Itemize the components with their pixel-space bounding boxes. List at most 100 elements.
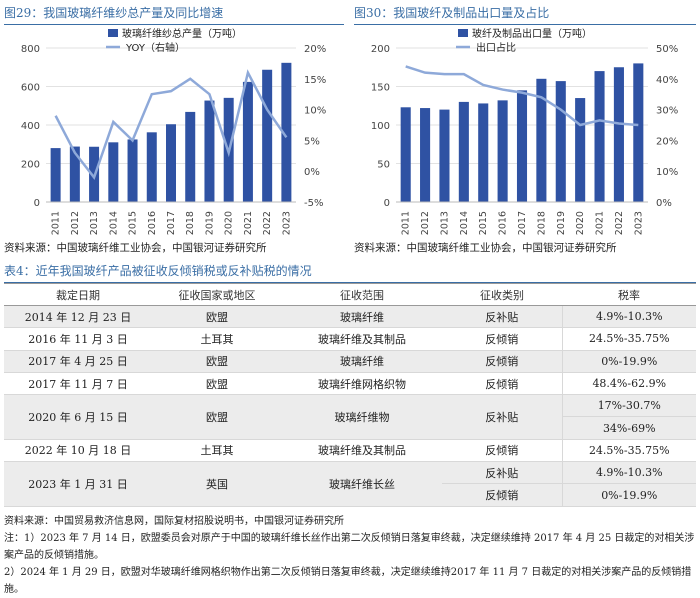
y-left-tick-label: 50 xyxy=(377,160,390,171)
rate-cell: 34%-69% xyxy=(561,416,696,440)
region-cell: 土耳其 xyxy=(152,439,282,463)
bar xyxy=(439,109,450,202)
y-right-tick-label: 10% xyxy=(656,167,678,178)
x-tick-label: 2016 xyxy=(498,211,509,235)
x-tick-label: 2014 xyxy=(459,211,470,235)
rate-cell: 0%-19.9% xyxy=(561,350,696,373)
date-cell: 2017 年 4 月 25 日 xyxy=(4,350,152,373)
y-right-tick-label: 10% xyxy=(304,106,326,117)
table-row: 34%-69% xyxy=(4,416,696,440)
x-tick-label: 2011 xyxy=(401,211,412,235)
notes-source: 资料来源：中国贸易救济信息网，国际复材招股说明书，中国银河证券研究所 xyxy=(4,516,344,527)
y-right-tick-label: 50% xyxy=(656,44,678,55)
x-tick-label: 2011 xyxy=(51,211,62,235)
bar xyxy=(497,100,508,202)
y-right-tick-label: 15% xyxy=(304,75,326,86)
table-header-row: 裁定日期 征收国家或地区 征收范围 征收类别 税率 xyxy=(4,283,696,306)
note-2: 2）2024 年 1 月 29 日，欧盟对华玻璃纤维网格织物作出第二次反倾销日落… xyxy=(4,567,692,595)
y-left-tick-label: 800 xyxy=(21,44,40,55)
x-tick-label: 2018 xyxy=(185,211,196,235)
bar xyxy=(204,100,215,202)
scope-cell: 玻璃纤维 xyxy=(282,305,442,329)
y-right-tick-label: 0% xyxy=(656,198,672,209)
bar xyxy=(50,148,61,202)
type-cell: 反补贴 xyxy=(442,394,562,440)
legend-line-label: YOY（右轴） xyxy=(125,41,185,54)
y-left-tick-label: 0 xyxy=(384,198,390,209)
scope-cell: 玻璃纤维网格织物 xyxy=(282,372,442,396)
bar xyxy=(185,111,196,202)
legend-bar-swatch xyxy=(108,29,118,37)
y-right-tick-label: -5% xyxy=(304,198,323,209)
x-tick-label: 2015 xyxy=(478,211,489,235)
x-tick-label: 2023 xyxy=(281,211,292,235)
x-tick-label: 2022 xyxy=(614,211,625,235)
bar xyxy=(108,142,119,202)
rate-cell: 0%-19.9% xyxy=(561,483,696,507)
x-tick-label: 2019 xyxy=(204,211,215,235)
bar xyxy=(478,103,489,202)
y-right-tick-label: 20% xyxy=(656,136,678,147)
x-tick-label: 2017 xyxy=(166,211,177,235)
figure-29-title: 图29：我国玻璃纤维纱总产量及同比增速 xyxy=(4,4,344,25)
y-left-tick-label: 100 xyxy=(371,121,390,132)
bar xyxy=(594,71,605,202)
y-left-tick-label: 600 xyxy=(21,83,40,94)
bar xyxy=(400,107,411,202)
type-cell: 反倾销 xyxy=(442,350,562,373)
y-left-tick-label: 0 xyxy=(34,198,40,209)
rate-cell: 48.4%-62.9% xyxy=(561,372,696,396)
x-tick-label: 2015 xyxy=(128,211,139,235)
series-line xyxy=(54,69,288,180)
bar xyxy=(555,81,566,202)
y-right-tick-label: 0% xyxy=(304,167,320,178)
x-tick-label: 2021 xyxy=(243,211,254,235)
note-1: 注：1）2023 年 7 月 14 日，欧盟委员会对原产于中国的玻璃纤维长丝作出… xyxy=(4,533,695,561)
header-type: 征收类别 xyxy=(442,283,562,306)
region-cell: 欧盟 xyxy=(152,305,282,329)
x-tick-label: 2021 xyxy=(595,211,606,235)
date-cell: 2014 年 12 月 23 日 xyxy=(4,305,152,329)
legend-bar-label: 玻璃纤维纱总产量（万吨） xyxy=(122,27,242,40)
figure-30-source: 资料来源：中国玻璃纤维工业协会，中国银河证券研究所 xyxy=(354,242,617,254)
date-cell: 2020 年 6 月 15 日 xyxy=(4,394,152,440)
y-left-tick-label: 150 xyxy=(371,83,390,94)
scope-cell: 玻璃纤维 xyxy=(282,350,442,373)
chart-glass-fiber-export: 0 50 100 150 200 0% 10% 20% 30% 40% 50% 2011 2012 201… xyxy=(371,27,678,235)
bar xyxy=(281,62,292,203)
x-tick-label: 2013 xyxy=(89,211,100,235)
figure-29-source: 资料来源：中国玻璃纤维工业协会，中国银河证券研究所 xyxy=(4,242,267,254)
date-cell: 2022 年 10 月 18 日 xyxy=(4,439,152,463)
bar xyxy=(575,98,586,202)
date-cell: 2016 年 11 月 3 日 xyxy=(4,327,152,351)
legend-bar-label: 玻纤及制品出口量（万吨） xyxy=(472,27,592,40)
type-cell: 反倾销 xyxy=(442,439,562,463)
region-cell: 英国 xyxy=(152,461,282,507)
y-left-tick-label: 200 xyxy=(371,44,390,55)
x-tick-label: 2012 xyxy=(420,211,431,235)
table-row: 2017 年 4 月 25 日欧盟 玻璃纤维 反倾销 0%-19.9% xyxy=(4,350,696,373)
header-scope: 征收范围 xyxy=(282,283,442,306)
x-tick-label: 2018 xyxy=(536,211,547,235)
scope-cell: 玻璃纤维及其制品 xyxy=(282,439,442,463)
type-cell: 反补贴 xyxy=(442,461,562,485)
date-cell: 2023 年 1 月 31 日 xyxy=(4,461,152,507)
header-date: 裁定日期 xyxy=(4,283,152,306)
y-right-tick-label: 30% xyxy=(656,106,678,117)
y-right-tick-label: 40% xyxy=(656,75,678,86)
type-cell: 反倾销 xyxy=(442,372,562,396)
region-cell: 欧盟 xyxy=(152,394,282,440)
figure-30-title: 图30：我国玻纤及制品出口量及占比 xyxy=(354,4,696,25)
x-tick-label: 2020 xyxy=(224,211,235,235)
table-row: 反倾销 0%-19.9% xyxy=(4,483,696,507)
legend-line-label: 出口占比 xyxy=(476,41,516,54)
y-left-tick-label: 400 xyxy=(21,121,40,132)
notes-block: 资料来源：中国贸易救济信息网，国际复材招股说明书，中国银河证券研究所 注：1）2… xyxy=(4,513,696,598)
y-right-tick-label: 5% xyxy=(304,136,320,147)
x-tick-label: 2013 xyxy=(439,211,450,235)
table-row: 2017 年 11 月 7 日欧盟 玻璃纤维网格织物 反倾销 48.4%-62.9% xyxy=(4,372,696,396)
region-cell: 欧盟 xyxy=(152,350,282,373)
x-tick-label: 2012 xyxy=(70,211,81,235)
type-cell: 反倾销 xyxy=(442,327,562,351)
x-tick-label: 2014 xyxy=(108,211,119,235)
